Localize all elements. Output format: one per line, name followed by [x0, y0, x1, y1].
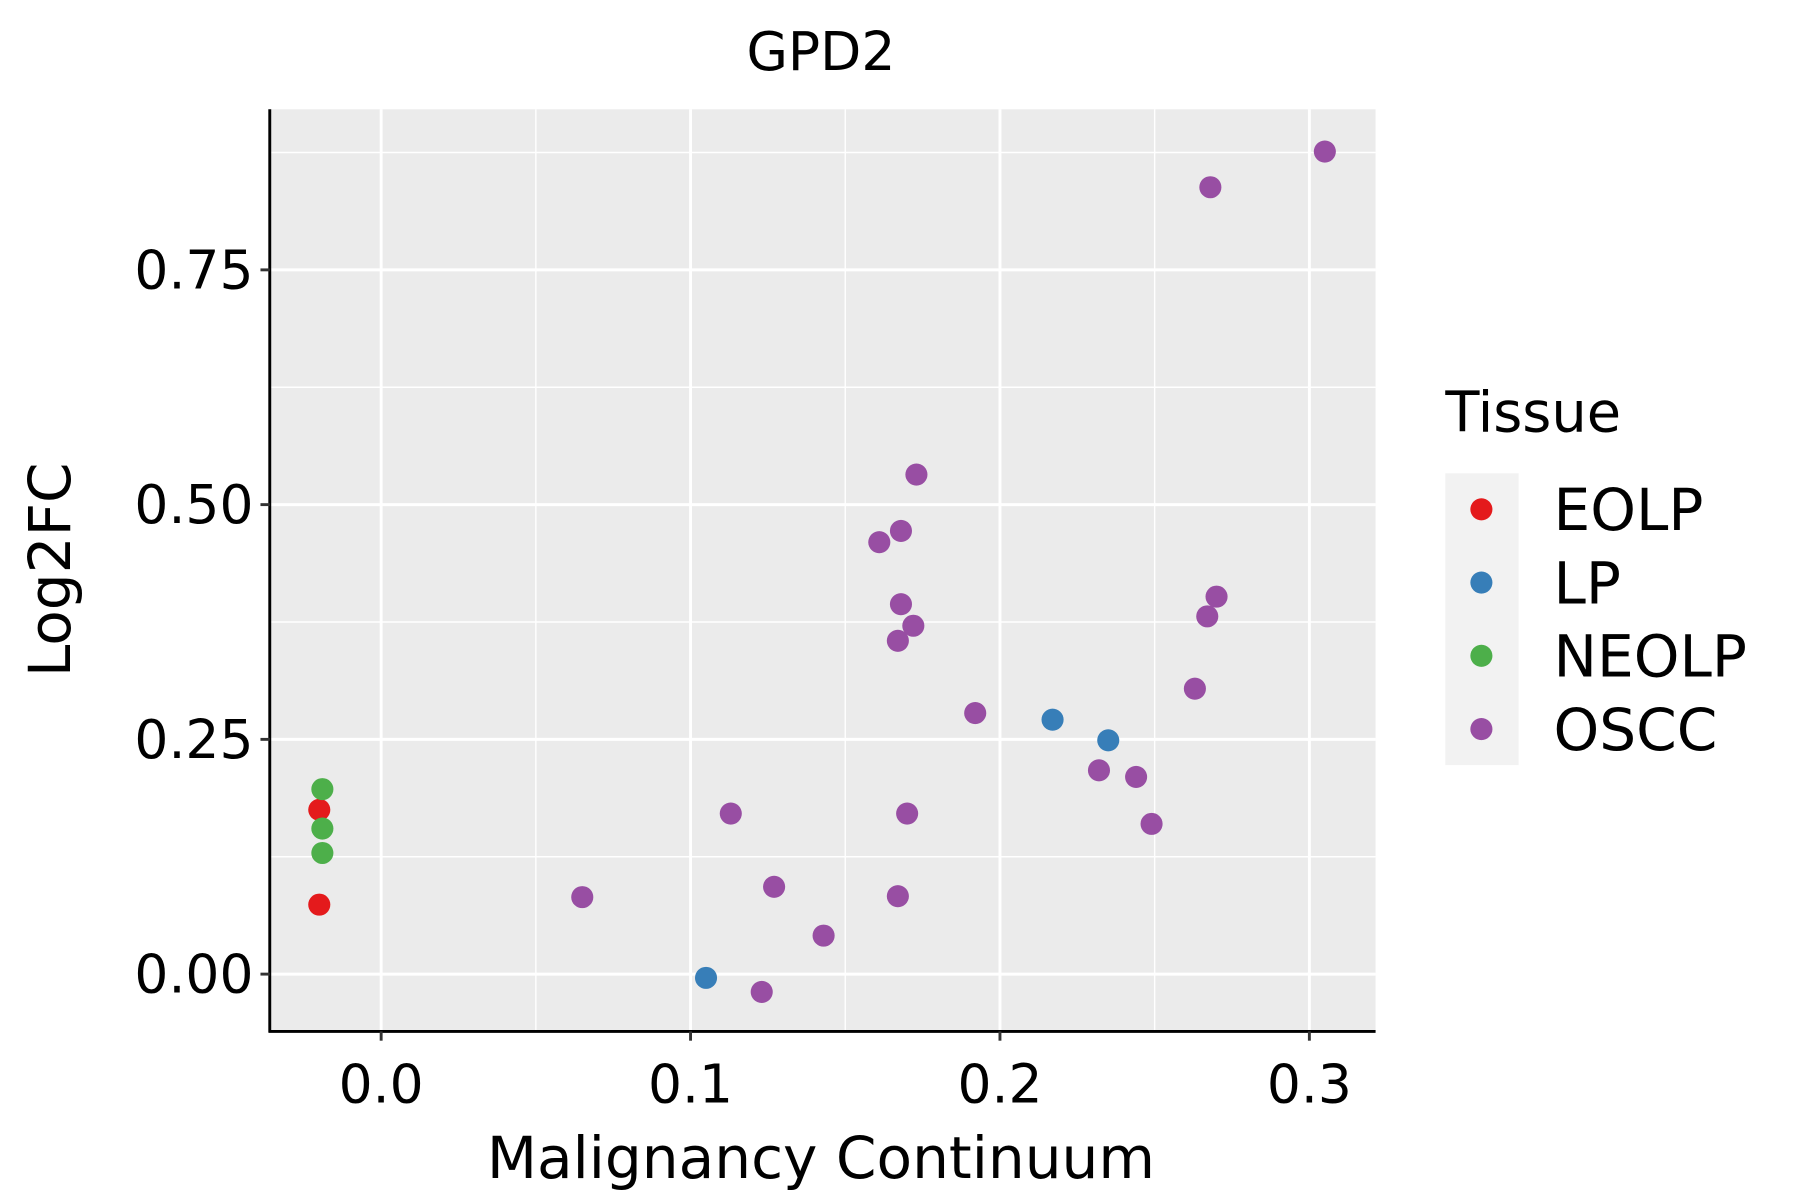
data-point-lp: [1041, 708, 1064, 731]
x-tick-label: 0.3: [1267, 1052, 1352, 1115]
data-point-neolp: [311, 778, 334, 801]
data-point-oscc: [886, 885, 909, 908]
data-point-oscc: [964, 702, 987, 725]
data-points: [308, 140, 1336, 1004]
data-point-oscc: [1199, 176, 1222, 199]
legend-title: Tissue: [1444, 380, 1621, 445]
grid-lines: [269, 109, 1376, 1032]
y-tick-label: 0.50: [134, 473, 253, 536]
legend-label-lp: LP: [1553, 549, 1620, 617]
data-point-oscc: [1125, 765, 1148, 788]
data-point-oscc: [905, 463, 928, 486]
data-point-eolp: [308, 893, 331, 916]
data-point-oscc: [886, 629, 909, 652]
legend-label-eolp: EOLP: [1553, 476, 1703, 544]
data-point-neolp: [311, 841, 334, 865]
data-point-lp: [1097, 729, 1120, 752]
data-point-neolp: [311, 817, 334, 840]
legend-key-eolp: [1470, 498, 1493, 521]
data-point-oscc: [1196, 605, 1219, 628]
x-tick-label: 0.0: [339, 1052, 424, 1115]
data-point-oscc: [889, 519, 913, 542]
x-axis-label: Malignancy Continuum: [487, 1124, 1155, 1192]
y-tick-label: 0.00: [134, 943, 253, 1006]
plot-panel: [269, 109, 1376, 1032]
data-point-oscc: [719, 802, 742, 825]
legend-key-neolp: [1470, 644, 1493, 667]
legend-key-oscc: [1470, 718, 1493, 741]
data-point-oscc: [1087, 759, 1111, 782]
y-tick-label: 0.75: [134, 238, 253, 301]
data-point-oscc: [896, 802, 919, 825]
legend-key-lp: [1470, 571, 1493, 594]
data-point-lp: [694, 966, 718, 989]
data-point-oscc: [812, 924, 835, 947]
data-point-oscc: [750, 980, 773, 1004]
data-point-oscc: [763, 875, 786, 898]
data-point-oscc: [889, 593, 913, 616]
data-point-oscc: [1183, 677, 1206, 700]
data-point-oscc: [1140, 812, 1163, 835]
x-tick-label: 0.2: [957, 1052, 1042, 1115]
y-axis-label: Log2FC: [16, 462, 84, 677]
data-point-oscc: [1205, 585, 1228, 608]
legend-label-oscc: OSCC: [1553, 696, 1717, 764]
y-tick-label: 0.25: [134, 708, 253, 771]
legend-label-neolp: NEOLP: [1553, 623, 1746, 691]
legend-key-background: [1445, 473, 1519, 766]
data-point-eolp: [308, 798, 331, 821]
x-tick-label: 0.1: [648, 1052, 733, 1115]
data-point-oscc: [902, 614, 925, 637]
axis-ticks: 0.0 0.1 0.2 0.3 0.00 0.25 0.50 0.75: [134, 238, 1351, 1115]
chart-title: GPD2: [746, 20, 895, 83]
data-point-oscc: [868, 531, 891, 554]
data-point-oscc: [1313, 140, 1336, 163]
data-point-oscc: [571, 886, 594, 909]
